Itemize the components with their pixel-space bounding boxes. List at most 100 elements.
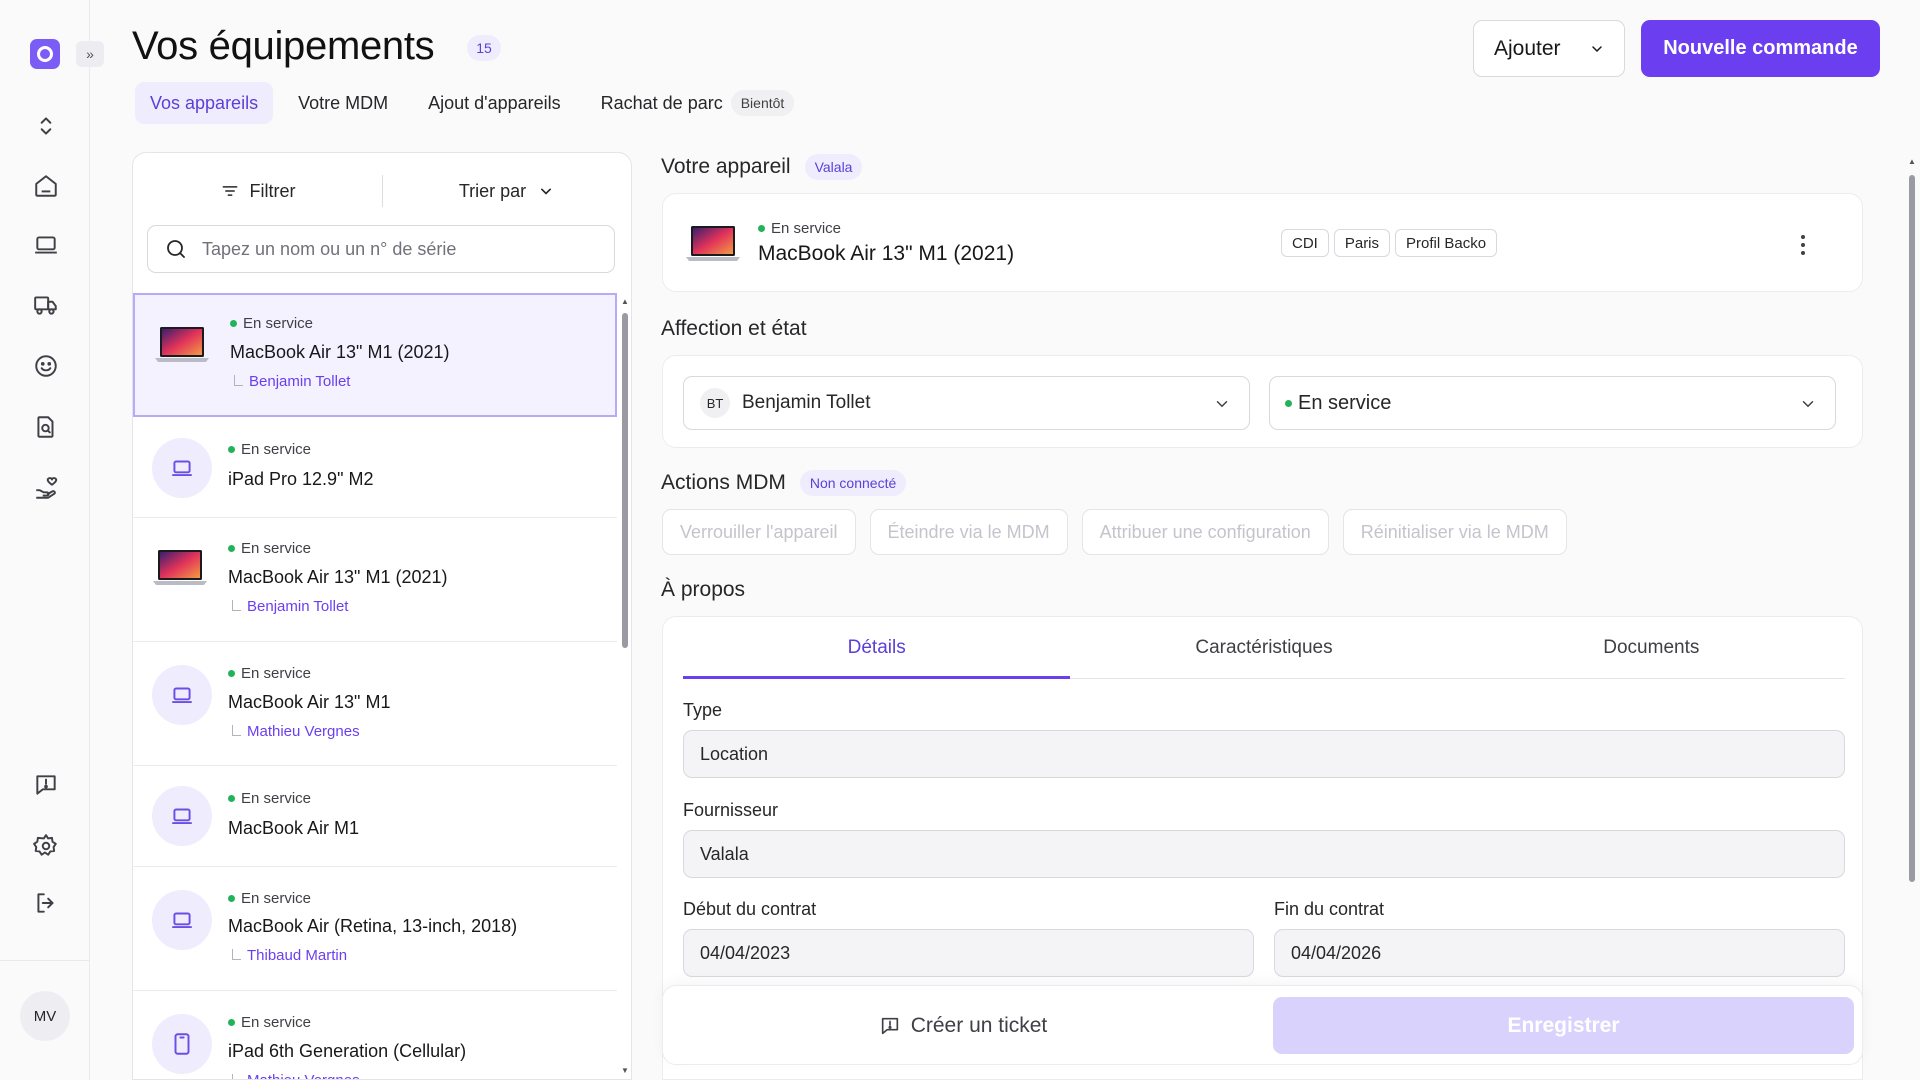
assign-configuration-button[interactable]: Attribuer une configuration <box>1081 509 1329 555</box>
assigned-user[interactable]: Thibaud Martin <box>232 947 347 964</box>
status-label: En service <box>228 790 311 807</box>
sidebar-divider <box>0 960 90 961</box>
save-button[interactable]: Enregistrer <box>1273 997 1854 1054</box>
scroll-thumb[interactable] <box>1909 175 1915 882</box>
tab-details[interactable]: Détails <box>683 617 1071 679</box>
sort-label: Trier par <box>458 180 527 201</box>
smile-icon[interactable] <box>29 349 63 383</box>
tab-characteristics[interactable]: Caractéristiques <box>1195 636 1333 658</box>
new-order-button[interactable]: Nouvelle commande <box>1641 20 1880 77</box>
add-dropdown-button[interactable]: Ajouter <box>1473 20 1625 77</box>
contract-end-field[interactable]: 04/04/2026 <box>1274 929 1845 977</box>
list-item[interactable]: En service MacBook Air 13" M1 Mathieu Ve… <box>133 642 617 766</box>
device-status-text: En service <box>771 220 842 237</box>
scroll-thumb[interactable] <box>622 313 628 648</box>
reset-device-button[interactable]: Réinitialiser via le MDM <box>1342 509 1567 555</box>
tag: Profil Backo <box>1395 229 1498 257</box>
device-name: MacBook Air (Retina, 13-inch, 2018) <box>228 916 518 936</box>
tablet-icon <box>152 1014 212 1074</box>
tab-vos-appareils[interactable]: Vos appareils <box>135 82 274 124</box>
type-label: Type <box>683 700 723 720</box>
tab-votre-mdm[interactable]: Votre MDM <box>298 92 389 113</box>
tag: Paris <box>1333 229 1391 257</box>
laptop-icon <box>152 890 212 950</box>
state-select[interactable]: En service <box>1269 376 1836 430</box>
more-options-icon[interactable] <box>1793 232 1813 258</box>
tab-documents[interactable]: Documents <box>1603 636 1700 658</box>
list-item[interactable]: En service MacBook Air M1 <box>133 766 617 867</box>
create-ticket-button[interactable]: Créer un ticket <box>663 998 1263 1054</box>
assigned-user[interactable]: Benjamin Tollet <box>232 598 348 615</box>
list-item[interactable]: En service iPad 6th Generation (Cellular… <box>133 991 617 1079</box>
list-toolbar: Filtrer Trier par <box>133 153 631 229</box>
status-text: En service <box>241 890 312 907</box>
lock-device-button[interactable]: Verrouiller l'appareil <box>662 509 856 555</box>
shutdown-device-button[interactable]: Éteindre via le MDM <box>869 509 1068 555</box>
assigned-user[interactable]: Benjamin Tollet <box>234 373 350 390</box>
status-dot <box>228 670 235 677</box>
status-dot <box>230 320 237 327</box>
mdm-actions: Verrouiller l'appareil Éteindre via le M… <box>662 509 1567 555</box>
device-status: En service <box>758 220 841 237</box>
device-name: MacBook Air 13" M1 <box>228 692 391 712</box>
main-tabs: Vos appareils Votre MDM Ajout d'appareil… <box>135 82 809 124</box>
hand-heart-icon[interactable] <box>29 471 63 505</box>
device-name: MacBook Air 13" M1 (2021) <box>230 342 450 362</box>
chevrons-up-down-icon[interactable] <box>29 109 63 143</box>
sort-button[interactable]: Trier par <box>383 180 631 202</box>
contract-start-field[interactable]: 04/04/2023 <box>683 929 1254 977</box>
laptop-icon[interactable] <box>29 228 63 262</box>
status-label: En service <box>228 540 311 557</box>
laptop-icon <box>152 438 212 498</box>
truck-icon[interactable] <box>29 288 63 322</box>
feedback-icon <box>881 1017 898 1035</box>
tab-rachat-de-parc[interactable]: Rachat de parc Bientôt <box>586 82 810 124</box>
assigned-user[interactable]: Mathieu Vergnes <box>232 1072 360 1079</box>
assignment-section-title: Affection et état <box>661 317 807 340</box>
supplier-field[interactable]: Valala <box>683 830 1845 878</box>
scroll-up-arrow[interactable]: ▲ <box>621 297 629 306</box>
assignment-card: BT Benjamin Tollet En service <box>662 355 1863 448</box>
list-item[interactable]: En service MacBook Air 13" M1 (2021) Ben… <box>133 293 617 417</box>
tab-ajout-appareils[interactable]: Ajout d'appareils <box>428 92 561 113</box>
status-label: En service <box>228 1014 311 1031</box>
mdm-section-title: Actions MDM Non connecté <box>661 470 907 496</box>
search-icon <box>167 240 185 258</box>
search-box <box>147 225 615 273</box>
expand-sidebar-button[interactable]: » <box>76 41 104 67</box>
app-logo[interactable] <box>30 39 60 69</box>
status-text: En service <box>243 315 314 332</box>
list-scrollbar[interactable]: ▲ ▼ <box>617 293 631 1079</box>
scroll-down-arrow[interactable]: ▼ <box>621 1066 629 1075</box>
page-scrollbar[interactable]: ▲ <box>1904 155 1920 1080</box>
device-section-title: Votre appareil Valala <box>661 154 863 180</box>
home-icon[interactable] <box>29 169 63 203</box>
status-dot <box>228 1019 235 1026</box>
status-dot <box>228 795 235 802</box>
scroll-up-arrow[interactable]: ▲ <box>1908 157 1916 166</box>
file-search-icon[interactable] <box>29 410 63 444</box>
filter-button[interactable]: Filtrer <box>133 181 382 202</box>
chevron-down-icon <box>541 188 552 195</box>
logout-icon[interactable] <box>29 886 63 920</box>
user-select[interactable]: BT Benjamin Tollet <box>683 376 1250 430</box>
list-item[interactable]: En service MacBook Air (Retina, 13-inch,… <box>133 867 617 991</box>
status-dot <box>1285 399 1292 407</box>
gear-icon[interactable] <box>29 829 63 863</box>
macbook-thumbnail <box>686 226 740 261</box>
type-field[interactable]: Location <box>683 730 1845 778</box>
search-input[interactable] <box>202 238 602 260</box>
list-item[interactable]: En service MacBook Air 13" M1 (2021) Ben… <box>133 518 617 642</box>
status-text: En service <box>241 790 312 807</box>
status-dot <box>228 545 235 552</box>
status-dot <box>228 895 235 902</box>
avatar[interactable]: MV <box>20 991 70 1041</box>
chevron-down-icon <box>1802 401 1814 408</box>
tab-rachat-label: Rachat de parc <box>600 92 723 113</box>
sidebar: MV <box>0 0 90 1080</box>
provider-badge: Valala <box>804 154 863 180</box>
chevron-down-icon <box>1216 401 1228 408</box>
assigned-user[interactable]: Mathieu Vergnes <box>232 723 360 740</box>
feedback-icon[interactable] <box>29 768 63 802</box>
list-item[interactable]: En service iPad Pro 12.9" M2 <box>133 417 617 518</box>
